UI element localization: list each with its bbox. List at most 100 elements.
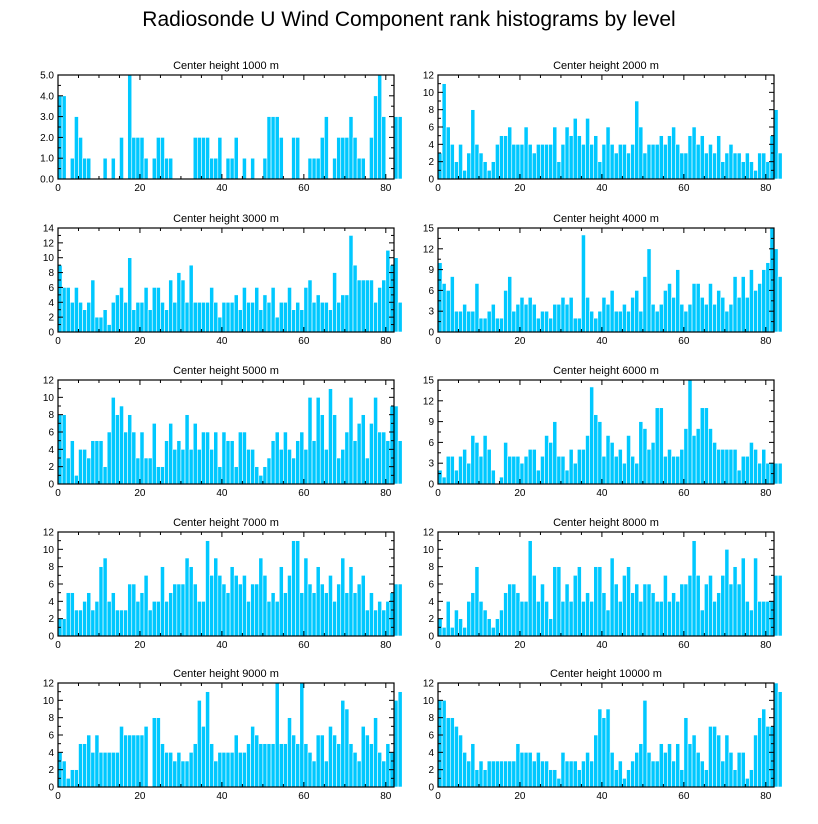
histogram-bar [377, 752, 383, 788]
histogram-bar [478, 152, 484, 180]
y-tick-label: 12 [423, 396, 435, 407]
y-tick-label: 4 [428, 140, 434, 151]
histogram-bar [761, 708, 767, 788]
histogram-bar [540, 760, 545, 788]
histogram-bar [585, 752, 590, 788]
histogram-bar [319, 734, 325, 788]
histogram-bar [745, 455, 750, 485]
histogram-bar [564, 126, 570, 180]
histogram-bar [369, 743, 374, 788]
x-tick-label: 40 [216, 640, 228, 651]
histogram-bar [307, 157, 313, 180]
histogram-bar [139, 431, 145, 485]
histogram-bar [369, 423, 374, 485]
histogram-bar [511, 760, 517, 788]
histogram-bar [188, 752, 194, 788]
histogram-bar [482, 317, 488, 333]
histogram-bar [704, 303, 709, 333]
histogram-bar [740, 557, 746, 637]
x-tick-label: 40 [216, 488, 228, 499]
x-tick-label: 80 [380, 488, 392, 499]
histogram-bar [761, 269, 767, 333]
histogram-bar [474, 144, 480, 180]
histogram-bar [291, 309, 296, 333]
histogram-bar [691, 734, 697, 788]
histogram-bar [102, 309, 108, 333]
histogram-bar [638, 601, 644, 637]
histogram-bar [536, 752, 541, 788]
histogram-bar [658, 407, 664, 485]
histogram-bar [389, 592, 395, 637]
histogram-bar [69, 769, 75, 788]
histogram-bar [474, 442, 480, 485]
histogram-bar [315, 157, 321, 180]
histogram-bar [291, 457, 296, 485]
y-tick-label: 0 [428, 632, 434, 643]
histogram-panel-10: Center height 10000 m 0 20 40 60 80 0 2 4 6 8 10 12 [423, 668, 783, 802]
histogram-bar [393, 116, 399, 180]
histogram-bar [151, 157, 157, 180]
histogram-bar [568, 135, 574, 180]
histogram-bar [98, 316, 104, 333]
histogram-bar [622, 303, 627, 333]
histogram-bar [61, 287, 67, 333]
histogram-bar [646, 449, 652, 485]
y-tick-label: 0 [48, 632, 54, 643]
x-tick-label: 40 [596, 183, 608, 194]
histogram-bar [671, 455, 676, 485]
histogram-bar [728, 144, 734, 180]
histogram-bar [667, 283, 672, 333]
histogram-bar [360, 279, 366, 333]
histogram-bar [242, 752, 247, 788]
histogram-bar [503, 135, 508, 180]
x-tick-label: 20 [514, 488, 526, 499]
x-tick-label: 80 [380, 183, 392, 194]
histogram-bar [147, 609, 153, 637]
histogram-bar [188, 566, 194, 637]
histogram-bar [344, 294, 350, 333]
histogram-bar [577, 449, 582, 485]
histogram-bar [716, 449, 722, 485]
histogram-bar [577, 566, 582, 637]
histogram-bar [180, 583, 186, 637]
histogram-bar [278, 449, 284, 485]
histogram-bar [86, 457, 92, 485]
histogram-bar [622, 778, 627, 788]
histogram-bar [172, 449, 178, 485]
histogram-bar [98, 440, 104, 485]
histogram-bar [716, 734, 722, 788]
x-tick-label: 80 [760, 336, 772, 347]
histogram-bar [356, 157, 362, 180]
histogram-bar [147, 457, 153, 485]
x-tick-label: 20 [514, 336, 526, 347]
histogram-bar [560, 601, 566, 637]
histogram-bar [278, 743, 284, 788]
histogram-bar [613, 152, 619, 180]
histogram-bar [482, 435, 488, 485]
histogram-bar [519, 752, 525, 788]
histogram-bar [482, 609, 488, 637]
histogram-bar [291, 137, 296, 180]
histogram-bar [507, 583, 513, 637]
histogram-bar [205, 540, 210, 637]
histogram-bar [589, 386, 595, 485]
histogram-bar [449, 455, 455, 485]
histogram-bar [266, 601, 272, 637]
histogram-bar [609, 557, 615, 637]
x-tick-label: 40 [596, 791, 608, 802]
histogram-bar [61, 760, 67, 788]
histogram-bar [246, 601, 251, 637]
y-tick-label: 2 [428, 765, 434, 776]
histogram-bar [773, 462, 779, 485]
histogram-bar [486, 449, 492, 485]
histogram-panel-9: Center height 9000 m 0 20 40 60 80 0 2 4 6 8 10 12 [43, 668, 403, 802]
histogram-bar [287, 287, 292, 333]
histogram-bar [373, 301, 378, 333]
histogram-bar [601, 144, 607, 180]
histogram-bar [511, 144, 517, 180]
histogram-bar [642, 276, 648, 333]
histogram-bar [773, 575, 779, 637]
histogram-bar [581, 234, 586, 333]
histogram-bar [695, 428, 701, 485]
histogram-bar [728, 752, 734, 788]
